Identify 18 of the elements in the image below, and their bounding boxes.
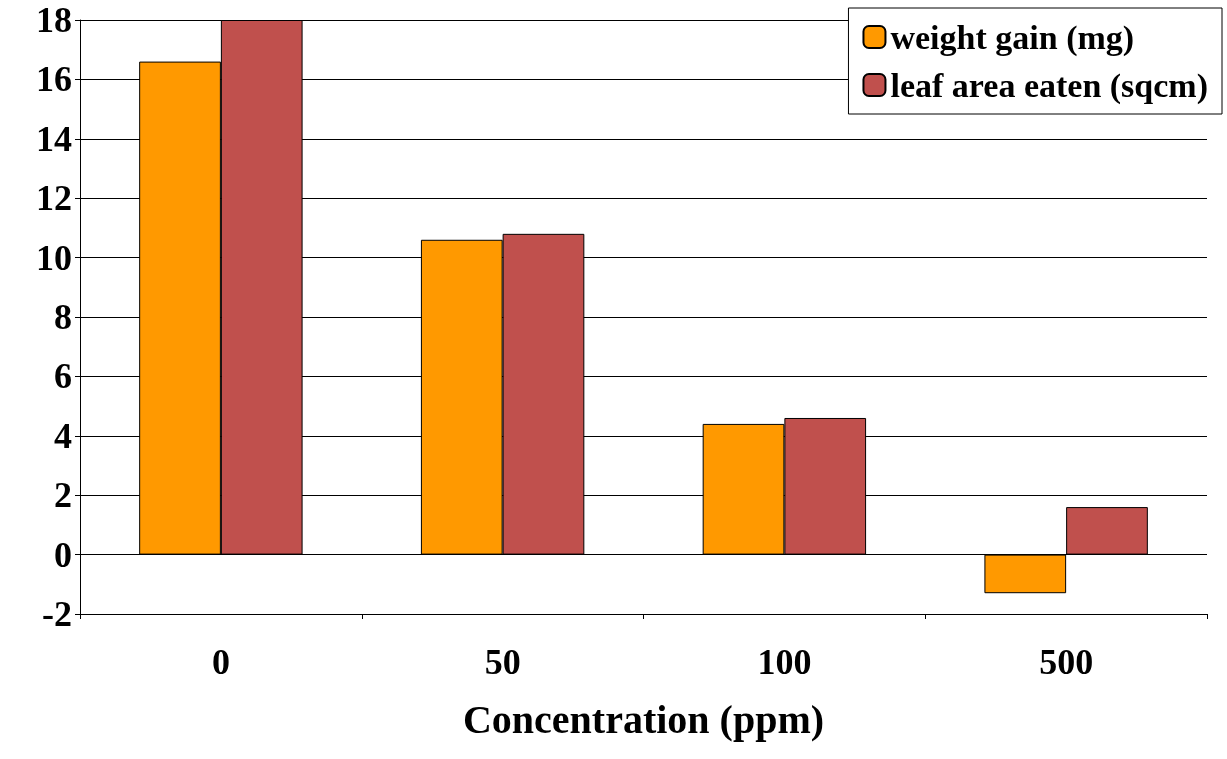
x-axis-title: Concentration (ppm) bbox=[462, 696, 825, 742]
y-tick-label: 12 bbox=[36, 178, 72, 219]
y-tick-label: 8 bbox=[54, 297, 72, 337]
x-tick-label: 0 bbox=[211, 642, 230, 682]
y-tick-label: 10 bbox=[36, 237, 72, 278]
y-tick-label: -2 bbox=[42, 594, 72, 634]
x-tick-label: 50 bbox=[484, 642, 521, 682]
y-tick-label: 14 bbox=[36, 118, 72, 159]
y-tick-label: 0 bbox=[54, 534, 72, 575]
legend-label: leaf area eaten (sqcm) bbox=[890, 66, 1209, 105]
y-tick-label: 2 bbox=[54, 475, 72, 516]
legend-label: weight gain (mg) bbox=[890, 18, 1135, 57]
x-tick-label: 500 bbox=[1039, 642, 1094, 682]
y-tick-label: 16 bbox=[36, 59, 72, 100]
x-tick-label: 100 bbox=[757, 642, 812, 682]
y-tick-label: 18 bbox=[36, 0, 72, 40]
y-tick-label: 4 bbox=[54, 415, 72, 456]
y-tick-label: 6 bbox=[54, 356, 72, 397]
